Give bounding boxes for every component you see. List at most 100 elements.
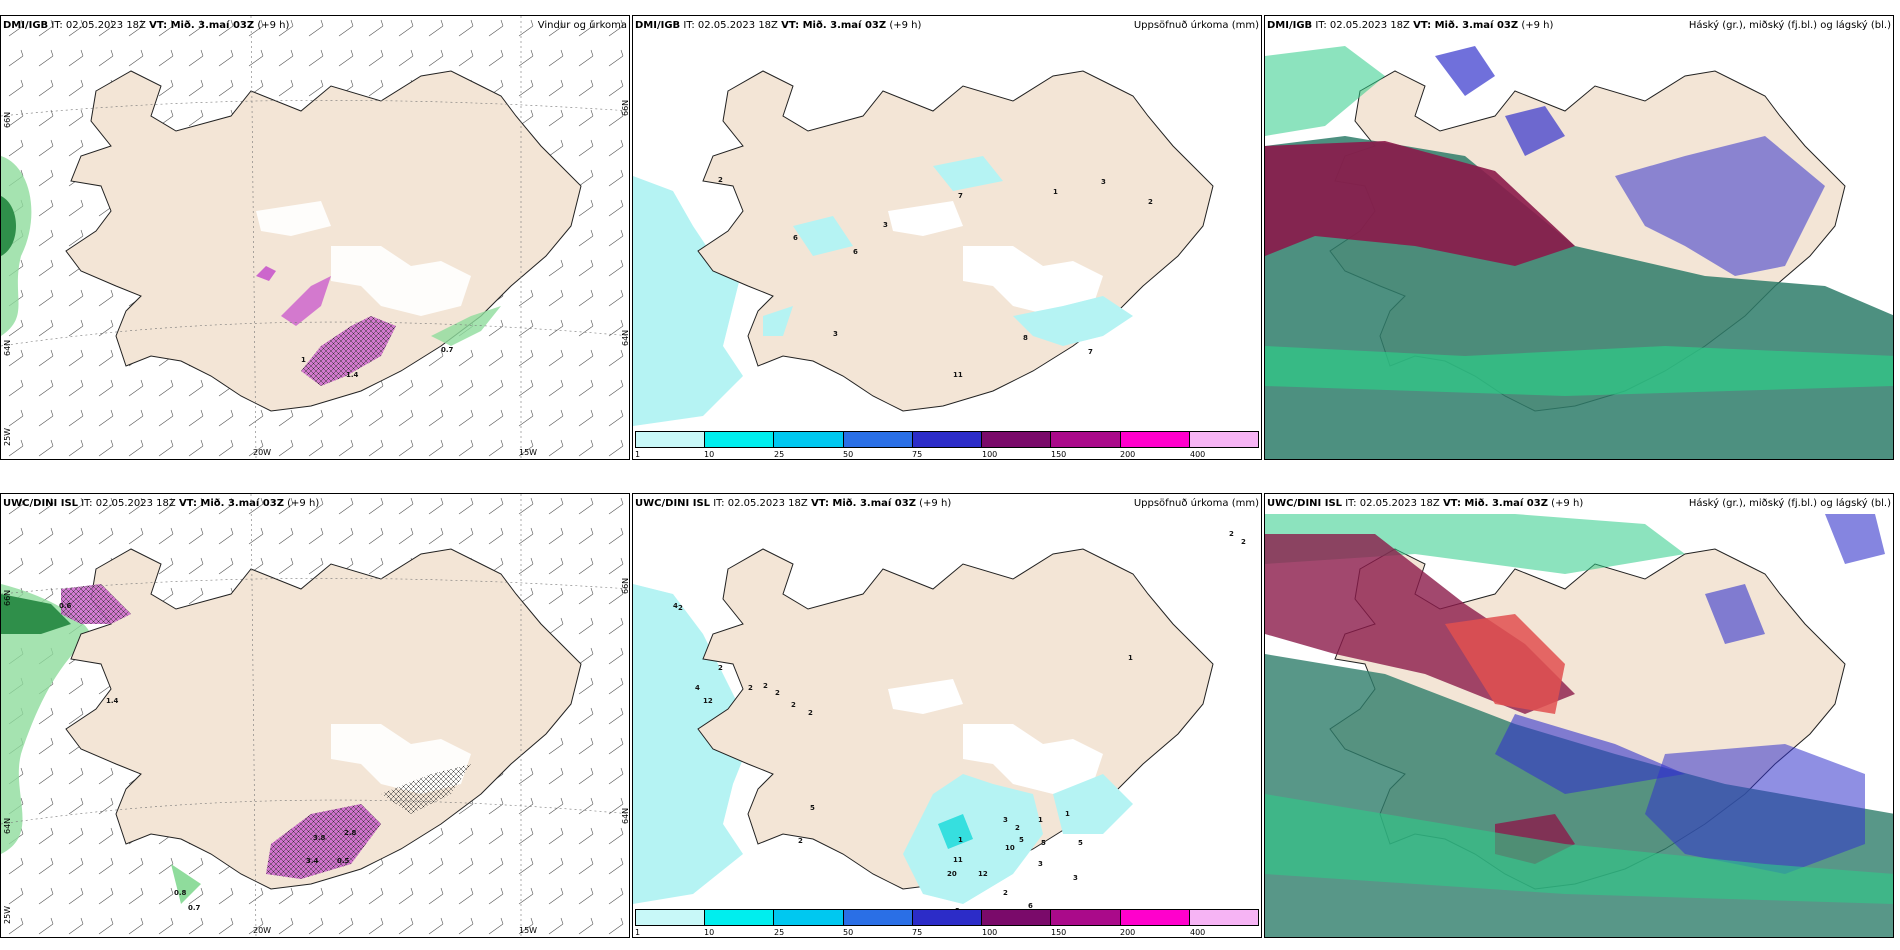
valid-time: VT: Mið. 3.maí 03Z	[1442, 498, 1548, 509]
panel-header: UWC/DINI ISL IT: 02.05.2023 18Z VT: Mið.…	[1265, 498, 1893, 514]
panel-title: Vindur og úrkoma	[537, 20, 627, 31]
valid-time: VT: Mið. 3.maí 03Z	[178, 498, 284, 509]
colorbar-tick: 100	[982, 450, 998, 459]
colorbar-segment	[1051, 432, 1121, 447]
precip-value: 12	[978, 870, 988, 878]
precip-value: 2	[748, 684, 753, 692]
lat-label: 64N	[621, 329, 630, 346]
colorbar-segment	[636, 910, 706, 925]
colorbar-tick: 100	[982, 928, 998, 937]
init-time: IT: 02.05.2023 18Z	[81, 498, 176, 509]
model-source: DMI/IGB	[635, 20, 681, 31]
colorbar-segment	[774, 910, 844, 925]
precip-value: 1.4	[346, 371, 359, 379]
panel-clouds-dmi: DMI/IGB IT: 02.05.2023 18Z VT: Mið. 3.ma…	[1264, 15, 1894, 460]
colorbar-tick: 10	[704, 928, 715, 937]
lead-time: (+9 h)	[1551, 498, 1584, 509]
precip-value: 3	[833, 330, 838, 338]
precip-value: 3	[883, 221, 888, 229]
colorbar-segment	[636, 432, 706, 447]
precip-value: 3	[1073, 874, 1078, 882]
precip-value: 5	[1078, 839, 1083, 847]
panel-wind-precip-uwc: UWC/DINI ISL IT: 02.05.2023 18Z VT: Mið.…	[0, 493, 630, 938]
precip-value: 1	[1128, 654, 1133, 662]
lat-label: 64N	[621, 807, 630, 824]
precip-value: 0.5	[337, 857, 350, 865]
precip-value: 6	[1028, 902, 1033, 910]
panel-header: DMI/IGB IT: 02.05.2023 18Z VT: Mið. 3.ma…	[1, 20, 629, 36]
precip-value: 6	[853, 248, 858, 256]
valid-time: VT: Mið. 3.maí 03Z	[781, 20, 887, 31]
precip-value: 11	[953, 371, 963, 379]
precip-value: 2	[1229, 530, 1234, 538]
lead-time: (+9 h)	[919, 498, 952, 509]
colorbar-tick: 10	[704, 450, 715, 459]
colorbar-tick: 50	[843, 928, 854, 937]
colorbar-segment	[982, 432, 1052, 447]
lat-label: 66N	[621, 99, 630, 116]
precip-value: 1	[1065, 810, 1070, 818]
panel-header: UWC/DINI ISL IT: 02.05.2023 18Z VT: Mið.…	[633, 498, 1261, 514]
precip-value: 2	[791, 701, 796, 709]
precip-value: 2	[775, 689, 780, 697]
valid-time: VT: Mið. 3.maí 03Z	[1413, 20, 1519, 31]
precip-value: 4	[673, 602, 678, 610]
precip-value: 1	[1038, 816, 1043, 824]
init-time: IT: 02.05.2023 18Z	[1315, 20, 1410, 31]
precip-value: 2	[1015, 824, 1020, 832]
precip-value: 2	[798, 837, 803, 845]
colorbar-tick: 50	[843, 450, 854, 459]
precip-value: 2	[808, 709, 813, 717]
precip-value: 5	[810, 804, 815, 812]
init-time: IT: 02.05.2023 18Z	[683, 20, 778, 31]
lat-label: 64N	[3, 817, 12, 834]
precip-value: 7	[1088, 348, 1093, 356]
precip-value: 2	[1003, 889, 1008, 897]
lead-time: (+9 h)	[257, 20, 290, 31]
precip-value: 8	[1023, 334, 1028, 342]
precip-value: 0.8	[174, 889, 187, 897]
lat-label: 66N	[3, 589, 12, 606]
valid-time: VT: Mið. 3.maí 03Z	[149, 20, 255, 31]
lat-label: 66N	[621, 577, 630, 594]
colorbar-segment	[982, 910, 1052, 925]
init-time: IT: 02.05.2023 18Z	[1345, 498, 1440, 509]
precip-value: 0.7	[188, 904, 201, 912]
colorbar-segment	[843, 432, 913, 447]
precip-value: 11	[953, 856, 963, 864]
map-canvas	[1265, 16, 1893, 459]
colorbar-tick: 150	[1051, 450, 1067, 459]
init-time: IT: 02.05.2023 18Z	[51, 20, 146, 31]
map-canvas	[1265, 514, 1893, 937]
colorbar: 1 10 25 50 75 100 150 200 400	[633, 431, 1261, 459]
precip-value: 2	[1241, 538, 1246, 546]
colorbar-segment	[774, 432, 844, 447]
panel-title: Háský (gr.), miðský (fj.bl.) og lágský (…	[1688, 498, 1891, 509]
lon-label: 20W	[253, 926, 272, 935]
panel-accum-precip-dmi: DMI/IGB IT: 02.05.2023 18Z VT: Mið. 3.ma…	[632, 15, 1262, 460]
precip-value: 2	[1148, 198, 1153, 206]
colorbar-segment	[705, 910, 775, 925]
panel-wind-precip-dmi: DMI/IGB IT: 02.05.2023 18Z VT: Mið. 3.ma…	[0, 15, 630, 460]
lead-time: (+9 h)	[1521, 20, 1554, 31]
colorbar-tick: 1	[635, 450, 641, 459]
precip-value: 5	[1019, 836, 1024, 844]
panel-title: Uppsöfnuð úrkoma (mm)	[1133, 20, 1259, 31]
precip-value: 2	[718, 176, 723, 184]
map-canvas	[633, 70, 1214, 426]
precip-value: 3	[1003, 816, 1008, 824]
precip-value: 0.7	[441, 346, 454, 354]
colorbar-tick: 400	[1190, 450, 1206, 459]
panel-title: Uppsöfnuð úrkoma (mm)	[1133, 498, 1259, 509]
colorbar-segment	[1120, 910, 1190, 925]
precip-value: 10	[1005, 844, 1015, 852]
lat-label: 66N	[3, 111, 12, 128]
colorbar-tick: 200	[1120, 928, 1136, 937]
model-source: DMI/IGB	[1267, 20, 1313, 31]
panel-clouds-uwc: UWC/DINI ISL IT: 02.05.2023 18Z VT: Mið.…	[1264, 493, 1894, 938]
valid-time: VT: Mið. 3.maí 03Z	[810, 498, 916, 509]
precip-value: 1	[958, 836, 963, 844]
precip-value: 6	[793, 234, 798, 242]
precip-value: 12	[703, 697, 713, 705]
lon-label: 20W	[253, 448, 272, 457]
